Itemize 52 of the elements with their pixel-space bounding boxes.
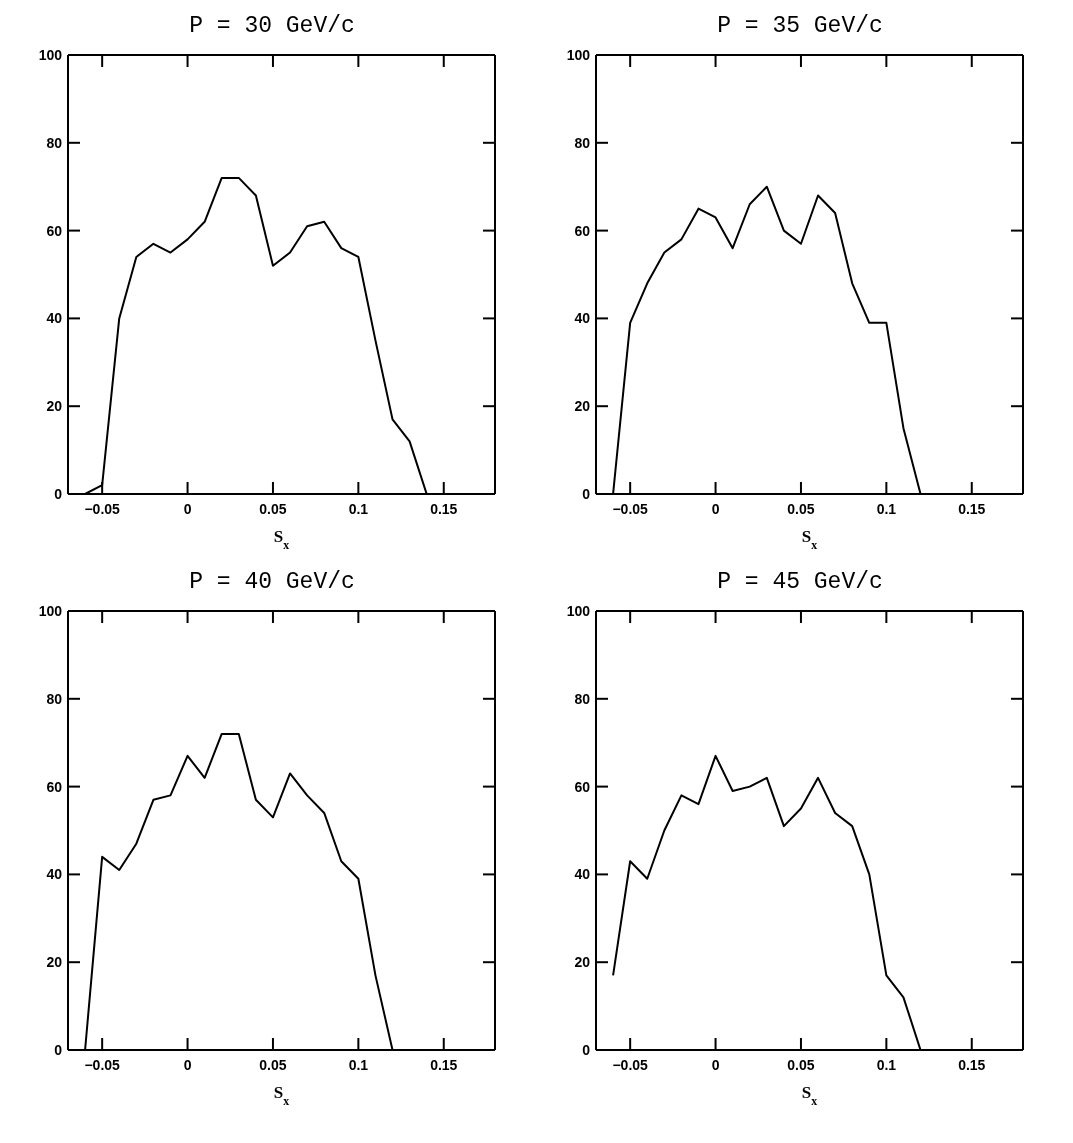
chart-title: P = 35 GeV/c [716, 12, 884, 41]
x-tick-label: 0.05 [259, 501, 287, 517]
x-tick-label: 0.05 [787, 1057, 815, 1073]
y-tick-label: 0 [582, 1042, 591, 1058]
y-tick-label: 80 [46, 690, 63, 707]
x-tick-label: 0 [183, 1057, 192, 1073]
y-tick-label: 80 [574, 134, 591, 151]
y-tick-label: 40 [46, 866, 63, 883]
x-tick-label: 0.1 [876, 1057, 897, 1073]
y-tick-label: 40 [574, 310, 591, 327]
x-axis-title: S$_{x}$ [273, 1083, 290, 1108]
x-tick-label: 0.1 [348, 501, 369, 517]
x-tick-label: 0.15 [958, 1057, 986, 1073]
x-tick-label: 0 [711, 1057, 720, 1073]
y-tick-label: 0 [54, 486, 63, 502]
y-tick-label: 100 [38, 603, 63, 619]
y-tick-label: 100 [566, 603, 591, 619]
y-tick-label: 40 [46, 310, 63, 327]
y-tick-label: 80 [574, 690, 591, 707]
y-tick-label: 20 [46, 398, 63, 415]
x-tick-label: 0.15 [430, 1057, 458, 1073]
x-tick-label: −0.05 [612, 501, 649, 517]
y-tick-label: 0 [54, 1042, 63, 1058]
chart-title: P = 30 GeV/c [188, 12, 356, 41]
x-tick-label: 0.15 [430, 501, 458, 517]
y-tick-label: 60 [46, 222, 63, 239]
y-tick-label: 20 [574, 398, 591, 415]
y-tick-label: 60 [46, 778, 63, 795]
x-tick-label: 0.1 [348, 1057, 369, 1073]
y-tick-label: 60 [574, 778, 591, 795]
x-tick-label: −0.05 [84, 501, 121, 517]
x-tick-label: 0.15 [958, 501, 986, 517]
x-axis-title: S$_{x}$ [801, 527, 818, 552]
chart-title: P = 40 GeV/c [188, 568, 356, 597]
x-tick-label: 0.05 [787, 501, 815, 517]
x-tick-label: 0 [711, 501, 720, 517]
y-tick-label: 20 [46, 954, 63, 971]
y-tick-label: 20 [574, 954, 591, 971]
chart-title: P = 45 GeV/c [716, 568, 884, 597]
x-tick-label: 0 [183, 501, 192, 517]
x-axis-title: S$_{x}$ [273, 527, 290, 552]
y-tick-label: 60 [574, 222, 591, 239]
y-tick-label: 100 [566, 47, 591, 63]
y-tick-label: 40 [574, 866, 591, 883]
y-tick-label: 100 [38, 47, 63, 63]
x-tick-label: 0.05 [259, 1057, 287, 1073]
y-tick-label: 0 [582, 486, 591, 502]
x-tick-label: −0.05 [84, 1057, 121, 1073]
y-tick-label: 80 [46, 134, 63, 151]
x-tick-label: −0.05 [612, 1057, 649, 1073]
x-tick-label: 0.1 [876, 501, 897, 517]
x-axis-title: S$_{x}$ [801, 1083, 818, 1108]
